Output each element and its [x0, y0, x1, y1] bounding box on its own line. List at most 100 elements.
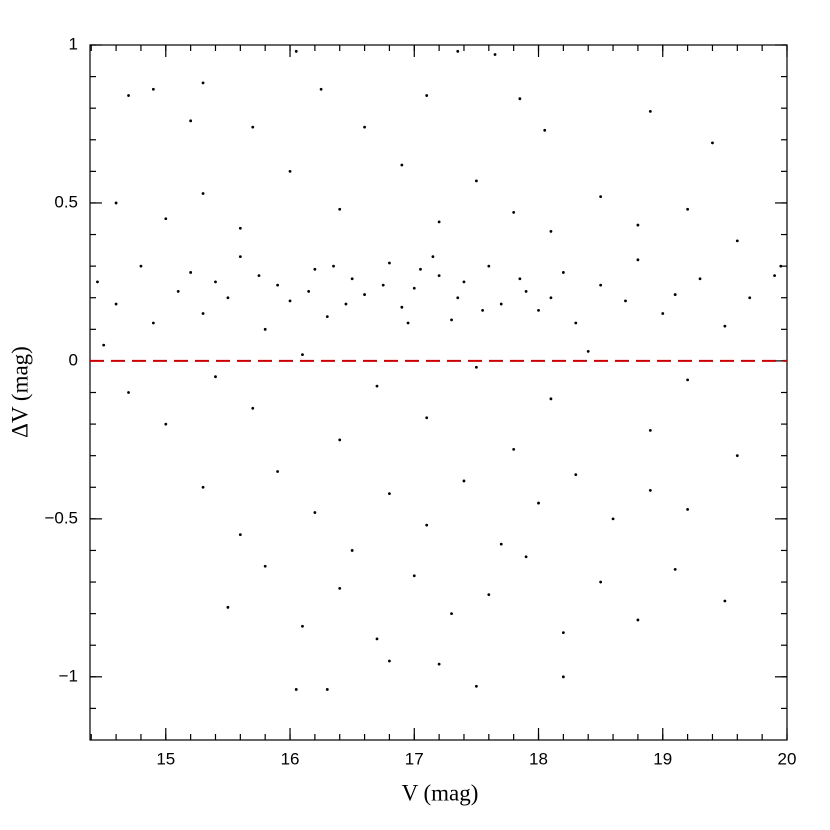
point — [226, 296, 230, 300]
point — [456, 49, 460, 53]
point — [773, 274, 776, 278]
point — [574, 321, 578, 325]
y-tick-label: 0 — [69, 350, 78, 369]
point — [711, 141, 714, 145]
point — [599, 195, 603, 199]
point — [381, 283, 385, 287]
y-axis-title: ΔV (mag) — [7, 346, 32, 438]
point — [586, 350, 590, 353]
point — [363, 293, 366, 296]
point — [201, 312, 205, 315]
point — [561, 271, 565, 274]
point — [437, 274, 441, 278]
point — [499, 302, 503, 306]
point — [350, 549, 354, 552]
point — [748, 296, 752, 300]
point — [661, 312, 665, 315]
point — [102, 343, 106, 347]
point — [673, 293, 677, 296]
point — [624, 299, 627, 303]
point — [388, 659, 391, 663]
point — [151, 87, 155, 91]
point — [332, 264, 335, 268]
point — [561, 675, 565, 679]
point — [164, 217, 168, 221]
point — [686, 378, 690, 382]
point — [512, 447, 516, 451]
point — [537, 308, 540, 312]
point — [524, 555, 528, 559]
point — [238, 226, 242, 230]
point — [437, 220, 441, 224]
point — [388, 492, 391, 495]
point — [127, 94, 130, 97]
point — [425, 523, 429, 527]
point — [474, 684, 478, 688]
point — [307, 290, 311, 293]
point — [251, 406, 255, 410]
point — [338, 586, 342, 590]
point — [686, 207, 690, 211]
point — [723, 599, 727, 603]
point — [431, 255, 435, 259]
point — [648, 109, 652, 113]
point — [648, 489, 652, 492]
point — [276, 470, 280, 473]
point — [400, 305, 404, 309]
point — [325, 315, 329, 319]
point — [537, 501, 540, 505]
point — [412, 574, 416, 578]
x-tick-label: 15 — [156, 749, 175, 768]
point — [350, 277, 354, 281]
point — [189, 271, 193, 274]
point — [276, 283, 280, 287]
point — [344, 302, 348, 306]
point — [543, 128, 547, 132]
point — [127, 391, 130, 394]
point — [636, 258, 640, 262]
point — [723, 324, 727, 328]
point — [257, 274, 261, 278]
point — [474, 179, 478, 183]
point — [574, 473, 578, 477]
point — [450, 318, 453, 322]
point — [481, 308, 485, 312]
point — [419, 267, 422, 271]
point — [474, 365, 478, 369]
x-tick-label: 17 — [405, 749, 424, 768]
plot-frame — [89, 44, 788, 741]
point — [524, 290, 528, 293]
point — [114, 302, 118, 306]
point — [698, 277, 702, 281]
point — [388, 261, 391, 265]
x-tick-label: 18 — [529, 749, 548, 768]
point — [561, 631, 565, 634]
point — [673, 568, 677, 571]
point — [375, 637, 379, 641]
point — [518, 277, 522, 281]
point — [599, 580, 603, 584]
point — [400, 163, 404, 167]
point — [499, 542, 503, 546]
point — [735, 239, 739, 243]
point — [456, 296, 460, 300]
point — [288, 169, 292, 173]
point — [164, 422, 168, 426]
point — [462, 479, 466, 483]
y-tick-label: 0.5 — [54, 192, 78, 211]
point — [518, 97, 522, 101]
point — [636, 223, 640, 227]
point — [214, 375, 217, 379]
x-tick-label: 16 — [281, 749, 300, 768]
y-tick-label: 1 — [69, 34, 78, 53]
point — [636, 618, 640, 622]
point — [294, 688, 298, 691]
point — [325, 688, 329, 691]
point — [611, 517, 615, 521]
point — [189, 119, 193, 123]
point — [238, 533, 242, 537]
point — [375, 384, 379, 388]
point — [450, 612, 453, 616]
x-tick-label: 19 — [653, 749, 672, 768]
